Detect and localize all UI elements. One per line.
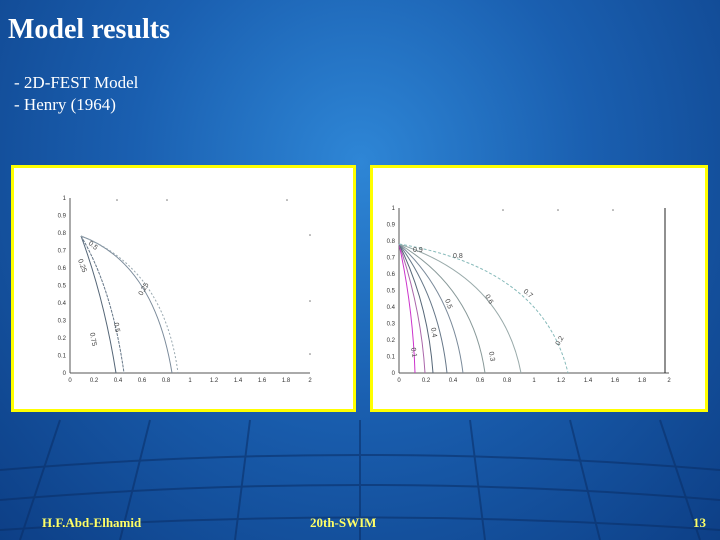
contour-label: 0.6: [483, 294, 494, 306]
contour-line: [398, 243, 416, 374]
y-tick-label: 0: [63, 371, 67, 377]
x-tick-label: 1.8: [638, 378, 647, 384]
y-tick-label: 1: [63, 196, 67, 202]
contour-label: 0.4: [429, 327, 438, 338]
left-contour-plot: 0 0.1 0.2 0.3 0.4 0.5 0.6 0.7 0.8 0.9 1 0 0.2 0.4 0.6…: [58, 196, 313, 384]
x-tick-label: 1.4: [584, 378, 593, 384]
left-figure-panel: 0 0.1 0.2 0.3 0.4 0.5 0.6 0.7 0.8 0.9 1 0 0.2 0.4 0.6…: [11, 165, 356, 412]
x-tick-label: 0.6: [138, 378, 147, 384]
y-tick-label: 0.4: [387, 305, 396, 311]
y-tick-label: 0.5: [387, 289, 396, 295]
x-tick-label: 1.4: [234, 378, 243, 384]
bullet-item: - Henry (1964): [14, 95, 116, 114]
x-tick-label: 1.8: [282, 378, 291, 384]
contour-label: 0.9: [413, 247, 423, 254]
y-tick-label: 0: [392, 371, 396, 377]
x-tick-label: 0.2: [422, 378, 431, 384]
x-tick-label: 1.2: [557, 378, 566, 384]
x-tick-label: 0: [397, 378, 401, 384]
x-tick-label: 1.2: [210, 378, 219, 384]
contour-label: 0.8: [453, 253, 463, 260]
contour-label: 0.5: [443, 298, 453, 310]
y-tick-label: 0.1: [387, 355, 396, 361]
contour-label: 0.2: [555, 335, 566, 347]
y-tick-label: 1: [392, 206, 396, 212]
contour-label: 0.1: [409, 347, 418, 358]
contour-label: 0.7: [522, 288, 534, 300]
slide-title: Model results: [8, 14, 171, 45]
right-figure-panel: 0 0.1 0.2 0.3 0.4 0.5 0.6 0.7 0.8 0.9 1 0 0.2 0.4 0.6…: [370, 165, 708, 412]
y-tick-label: 0.9: [58, 214, 67, 220]
y-tick-label: 0.8: [387, 239, 396, 245]
y-tick-label: 0.8: [58, 231, 67, 237]
footer-author: H.F.Abd-Elhamid: [42, 515, 142, 530]
y-tick-label: 0.3: [58, 319, 67, 325]
y-tick-label: 0.9: [387, 223, 396, 229]
y-tick-label: 0.7: [387, 256, 396, 262]
contour-label: 0.75: [88, 332, 97, 347]
x-tick-label: 0.2: [90, 378, 99, 384]
x-tick-label: 0.6: [476, 378, 485, 384]
x-tick-label: 0.4: [114, 378, 123, 384]
x-tick-label: 1: [532, 378, 536, 384]
contour-label: 0.25: [138, 282, 151, 297]
contour-label: 0.3: [487, 351, 496, 362]
contour-label: 0.5: [87, 240, 99, 252]
y-tick-label: 0.5: [58, 284, 67, 290]
y-tick-label: 0.6: [58, 266, 67, 272]
x-tick-label: 1.6: [258, 378, 267, 384]
y-tick-label: 0.3: [387, 322, 396, 328]
contour-line: [80, 235, 179, 374]
contour-line: [80, 235, 125, 374]
bullet-item: - 2D-FEST Model: [14, 73, 139, 92]
y-tick-label: 0.2: [387, 338, 396, 344]
contour-line: [80, 235, 117, 374]
x-tick-label: 0.8: [503, 378, 512, 384]
x-tick-label: 2: [308, 378, 312, 384]
y-tick-label: 0.7: [58, 249, 67, 255]
x-tick-label: 1: [188, 378, 192, 384]
footer-conference: 20th-SWIM: [310, 515, 377, 530]
y-tick-label: 0.6: [387, 272, 396, 278]
x-tick-label: 2: [667, 378, 671, 384]
right-contour-plot: 0 0.1 0.2 0.3 0.4 0.5 0.6 0.7 0.8 0.9 1 0 0.2 0.4 0.6…: [387, 206, 672, 384]
x-tick-label: 0: [68, 378, 72, 384]
contour-label: 0.25: [76, 258, 87, 273]
bullet-list: - 2D-FEST Model - Henry (1964): [14, 72, 138, 116]
page-number: 13: [693, 515, 706, 530]
y-tick-label: 0.2: [58, 336, 67, 342]
x-tick-label: 0.8: [162, 378, 171, 384]
x-tick-label: 1.6: [611, 378, 620, 384]
y-tick-label: 0.1: [58, 354, 67, 360]
y-tick-label: 0.4: [58, 301, 67, 307]
contour-label: 0.5: [112, 322, 121, 333]
x-tick-label: 0.4: [449, 378, 458, 384]
contour-line: [80, 235, 173, 374]
